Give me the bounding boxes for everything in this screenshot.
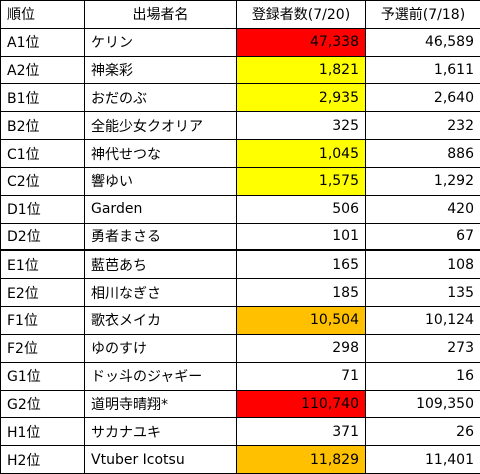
preliminary-cell: 109,350 (366, 391, 480, 419)
header-cell: 予選前(7/18) (366, 1, 480, 29)
rank-cell: H1位 (1, 418, 85, 447)
preliminary-cell: 16 (366, 363, 480, 391)
registered-cell: 11,829 (237, 446, 366, 474)
name-cell: ゆのすけ (85, 334, 237, 363)
rank-cell: C2位 (1, 167, 85, 196)
registered-cell: 371 (237, 418, 366, 447)
preliminary-cell: 108 (366, 251, 480, 280)
registered-cell: 165 (237, 251, 366, 280)
preliminary-cell: 886 (366, 140, 480, 168)
rank-cell: A1位 (1, 28, 85, 57)
rank-cell: C1位 (1, 140, 85, 168)
preliminary-cell: 420 (366, 196, 480, 224)
name-cell: 全能少女クオリア (85, 112, 237, 141)
name-cell: 勇者まさる (85, 223, 237, 252)
registered-cell: 10,504 (237, 307, 366, 335)
preliminary-cell: 46,589 (366, 29, 480, 57)
name-cell: おだのぶ (85, 84, 237, 113)
rank-cell: H2位 (1, 446, 85, 474)
preliminary-cell: 67 (366, 224, 480, 252)
registered-cell: 71 (237, 362, 366, 391)
rank-cell: F2位 (1, 334, 85, 363)
rank-cell: G2位 (1, 390, 85, 419)
name-cell: 道明寺晴翔* (85, 390, 237, 419)
registered-cell: 506 (237, 195, 366, 224)
name-cell: ケリン (85, 28, 237, 57)
preliminary-cell: 135 (366, 279, 480, 308)
rank-cell: E1位 (1, 251, 85, 280)
name-cell: 藍芭あち (85, 251, 237, 280)
registered-cell: 185 (237, 279, 366, 308)
preliminary-cell: 26 (366, 418, 480, 447)
name-cell: Garden (85, 195, 237, 224)
preliminary-cell: 10,124 (366, 307, 480, 335)
registered-cell: 1,821 (237, 56, 366, 85)
registered-cell: 298 (237, 334, 366, 363)
registered-cell: 110,740 (237, 390, 366, 419)
preliminary-cell: 232 (366, 112, 480, 141)
preliminary-cell: 1,292 (366, 168, 480, 196)
preliminary-cell: 2,640 (366, 84, 480, 113)
rank-cell: E2位 (1, 279, 85, 308)
header-cell: 出場者名 (85, 1, 237, 29)
rank-cell: D2位 (1, 223, 85, 252)
registered-cell: 2,935 (237, 84, 366, 113)
rank-cell: D1位 (1, 195, 85, 224)
name-cell: 神楽彩 (85, 56, 237, 85)
name-cell: 相川なぎさ (85, 279, 237, 308)
registered-cell: 47,338 (237, 28, 366, 57)
name-cell: Vtuber Icotsu (85, 446, 237, 474)
rank-cell: B2位 (1, 112, 85, 141)
name-cell: ドッ斗のジャギー (85, 362, 237, 391)
rank-cell: G1位 (1, 362, 85, 391)
name-cell: 歌衣メイカ (85, 307, 237, 335)
rank-cell: B1位 (1, 84, 85, 113)
preliminary-cell: 11,401 (366, 446, 480, 474)
registered-cell: 1,045 (237, 140, 366, 168)
name-cell: 響ゆい (85, 167, 237, 196)
rank-cell: A2位 (1, 56, 85, 85)
header-cell: 順位 (1, 1, 85, 29)
registered-cell: 1,575 (237, 167, 366, 196)
registered-cell: 101 (237, 223, 366, 252)
registered-cell: 325 (237, 112, 366, 141)
header-cell: 登録者数(7/20) (237, 1, 366, 29)
name-cell: サカナユキ (85, 418, 237, 447)
rank-cell: F1位 (1, 307, 85, 335)
preliminary-cell: 273 (366, 335, 480, 363)
name-cell: 神代せつな (85, 140, 237, 168)
preliminary-cell: 1,611 (366, 57, 480, 85)
